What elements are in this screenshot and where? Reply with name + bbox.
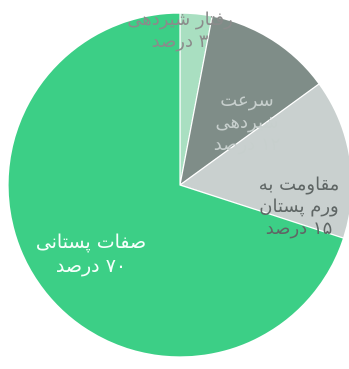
- slice-label-3-line-0: صفات پستانی: [36, 231, 146, 253]
- slice-label-2-line-2: ۱۵ درصد: [266, 218, 333, 239]
- slice-label-3-line-1: ۷۰ درصد: [56, 255, 126, 277]
- slice-label-0-line-1: ۳ درصد: [152, 31, 209, 52]
- slice-label-2-line-0: مقاومت به: [259, 174, 340, 195]
- slice-label-0-line-0: رفتار شیردهی: [127, 9, 233, 30]
- pie-slice-3: [7, 12, 345, 358]
- slices-group: [7, 12, 349, 358]
- pie-slice-1: [179, 15, 320, 187]
- slice-label-1-line-0: سرعت: [220, 90, 273, 111]
- slice-label-1-line-1: شیردهی: [216, 112, 279, 133]
- pie-slice-2: [178, 83, 349, 239]
- slice-label-2-line-1: ورم پستان: [259, 196, 338, 217]
- slice-label-1-line-2: ۱۲ درصد: [214, 134, 281, 155]
